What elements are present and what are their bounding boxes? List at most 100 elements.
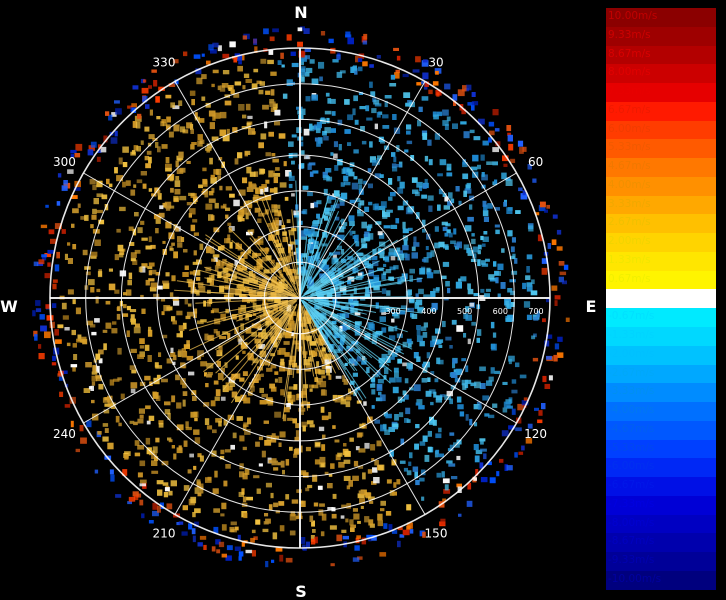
echo-cell — [525, 438, 533, 444]
echo-cell — [148, 270, 153, 276]
echo-cell — [446, 163, 452, 171]
echo-cell — [210, 400, 216, 407]
colorbar-swatch — [606, 158, 716, 177]
echo-cell — [312, 231, 319, 237]
echo-cell — [206, 143, 213, 149]
echo-cell — [518, 187, 523, 192]
echo-cell — [519, 146, 524, 154]
echo-cell — [252, 252, 258, 258]
echo-cell — [245, 314, 252, 317]
echo-cell — [270, 386, 277, 392]
echo-cell — [228, 87, 232, 91]
echo-cell — [286, 219, 291, 224]
echo-cell — [422, 184, 427, 189]
echo-cell — [521, 445, 525, 451]
echo-cell — [140, 140, 144, 145]
azimuth-spoke-210 — [174, 328, 283, 515]
echo-cell — [225, 214, 229, 219]
echo-cell — [452, 359, 458, 364]
echo-cell — [207, 476, 212, 481]
echo-cell — [325, 361, 330, 369]
echo-cell — [415, 293, 419, 298]
echo-cell — [128, 496, 136, 502]
echo-cell — [271, 204, 278, 209]
echo-cell — [131, 318, 136, 325]
echo-cell — [265, 179, 270, 184]
echo-cell — [422, 228, 426, 233]
colorbar-label: 4.00m/s — [608, 178, 651, 191]
echo-cell — [476, 337, 480, 343]
echo-cell — [409, 275, 413, 282]
echo-cell — [200, 361, 208, 367]
echo-cell — [238, 491, 244, 497]
echo-cell — [176, 310, 183, 316]
echo-cell — [52, 283, 57, 290]
echo-cell — [380, 508, 385, 512]
echo-cell — [305, 446, 311, 452]
echo-cell — [526, 314, 532, 320]
echo-cell — [167, 437, 172, 441]
echo-streak — [223, 301, 286, 322]
echo-cell — [399, 181, 405, 189]
echo-cell — [122, 146, 129, 153]
echo-cell — [212, 308, 219, 313]
colorbar-swatch — [606, 364, 716, 384]
colorbar-swatch — [606, 45, 716, 65]
cardinal-label-south: S — [295, 582, 307, 600]
echo-cell — [483, 453, 487, 460]
echo-cell — [148, 85, 152, 89]
echo-cell — [391, 491, 397, 496]
echo-cell — [240, 54, 245, 61]
echo-cell — [352, 372, 358, 377]
echo-cell — [173, 251, 178, 259]
echo-cell — [162, 482, 169, 486]
colorbar-label: -8.00m/s — [608, 516, 655, 529]
echo-cell — [357, 211, 364, 217]
echo-cell — [509, 255, 515, 260]
echo-cell — [139, 351, 145, 357]
echo-cell — [502, 407, 508, 413]
echo-cell — [72, 343, 77, 348]
echo-streak — [300, 312, 308, 411]
echo-cell — [340, 182, 345, 187]
echo-cell — [307, 484, 313, 489]
echo-cell — [219, 85, 226, 92]
echo-cell — [82, 249, 88, 256]
echo-cell — [437, 453, 444, 458]
echo-cell — [324, 207, 332, 212]
echo-cell — [349, 221, 355, 226]
echo-cell — [324, 358, 332, 364]
echo-cell — [50, 238, 57, 244]
echo-cell — [286, 79, 293, 86]
echo-cell — [435, 395, 443, 401]
echo-cell — [304, 72, 310, 77]
echo-cell — [497, 293, 501, 298]
echo-cell — [164, 201, 172, 209]
echo-cell — [430, 340, 436, 347]
echo-cell — [401, 252, 408, 258]
echo-cell — [382, 423, 387, 430]
echo-cell — [442, 193, 447, 197]
echo-cell — [94, 318, 100, 323]
echo-cell — [546, 334, 553, 339]
echo-cell — [412, 69, 420, 73]
echo-cell — [92, 208, 97, 215]
echo-cell — [273, 239, 279, 243]
echo-cell — [217, 85, 221, 91]
echo-cell — [376, 55, 381, 59]
echo-cell — [90, 224, 94, 229]
echo-streak — [247, 288, 286, 297]
azimuth-label-150: 150 — [425, 527, 448, 541]
echo-cell — [442, 109, 449, 116]
echo-streak — [292, 299, 301, 379]
echo-cell — [286, 269, 293, 276]
echo-cell — [470, 382, 477, 387]
echo-cell — [359, 423, 365, 429]
echo-cell — [279, 366, 286, 372]
echo-cell — [323, 136, 329, 141]
echo-cell — [467, 216, 474, 222]
echo-cell — [170, 347, 174, 353]
echo-cell — [255, 187, 263, 194]
echo-cell — [286, 34, 292, 41]
echo-cell — [230, 444, 235, 450]
